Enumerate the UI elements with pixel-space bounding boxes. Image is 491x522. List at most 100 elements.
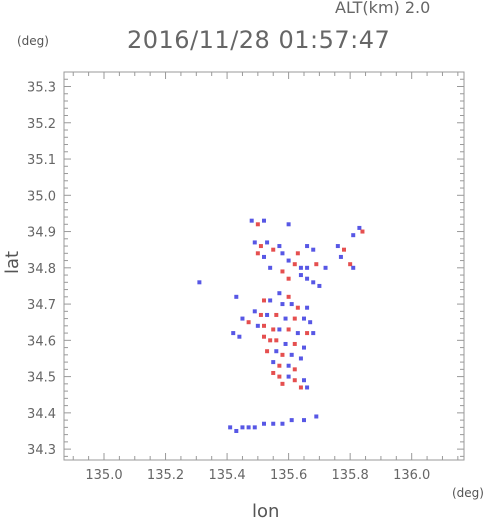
data-point	[280, 251, 285, 256]
data-point	[286, 363, 291, 368]
data-point	[252, 309, 257, 314]
x-axis-title: lon	[252, 501, 280, 522]
data-point	[283, 341, 288, 346]
data-point	[258, 244, 263, 249]
data-point	[314, 414, 319, 419]
data-point	[234, 428, 239, 433]
data-point	[277, 327, 282, 332]
y-tick-label: 34.4	[27, 407, 56, 422]
data-point	[246, 320, 251, 325]
data-point	[274, 349, 279, 354]
data-point	[231, 331, 236, 336]
data-point	[348, 262, 353, 267]
data-point	[262, 298, 266, 303]
data-point	[295, 305, 300, 310]
data-point	[280, 352, 285, 357]
y-tick-label: 34.3	[27, 443, 56, 458]
y-tick-label: 35.0	[27, 189, 56, 204]
data-point	[280, 302, 285, 307]
x-tick-label: 135.8	[332, 468, 369, 483]
x-axis-unit: (deg)	[452, 486, 484, 500]
data-point	[302, 316, 306, 321]
data-point	[258, 312, 263, 317]
data-point	[323, 265, 328, 270]
data-point	[292, 316, 297, 321]
data-point	[249, 218, 254, 223]
data-point	[317, 283, 322, 288]
data-point	[271, 327, 276, 332]
y-axis-unit: (deg)	[17, 34, 49, 48]
data-point	[286, 222, 291, 227]
data-point	[298, 265, 303, 270]
data-point	[302, 418, 306, 423]
data-point	[295, 251, 300, 256]
data-point	[268, 265, 273, 270]
data-point	[265, 240, 270, 245]
x-tick-label: 135.4	[208, 468, 245, 483]
data-point	[228, 425, 233, 430]
data-point	[280, 381, 285, 386]
data-point	[262, 254, 266, 259]
plot-frame	[63, 71, 465, 461]
y-tick-label: 34.9	[27, 226, 56, 241]
data-point	[277, 291, 282, 296]
data-point	[277, 244, 282, 249]
data-point	[252, 425, 257, 430]
data-point	[271, 360, 276, 365]
data-point	[342, 247, 346, 252]
data-point	[360, 229, 365, 234]
data-point	[271, 421, 276, 426]
data-point	[197, 280, 202, 285]
data-point	[305, 385, 310, 390]
data-point	[268, 298, 273, 303]
data-point	[302, 378, 306, 383]
data-point	[271, 247, 276, 252]
data-point	[280, 269, 285, 274]
data-point	[286, 258, 291, 263]
data-point	[286, 374, 291, 379]
data-point	[305, 265, 310, 270]
data-point	[277, 374, 282, 379]
data-point	[292, 262, 297, 267]
data-point	[240, 425, 245, 430]
data-point	[255, 251, 260, 256]
data-point	[357, 225, 362, 230]
data-point	[292, 341, 297, 346]
data-point	[286, 276, 291, 281]
y-tick-label: 35.3	[27, 81, 56, 96]
y-tick-label: 34.8	[27, 262, 56, 277]
data-point	[262, 323, 266, 328]
data-point	[338, 254, 343, 259]
data-point	[255, 323, 260, 328]
timestamp-title: 2016/11/28 01:57:47	[127, 26, 391, 54]
data-point	[274, 312, 279, 317]
data-point	[262, 334, 266, 339]
data-point	[314, 262, 319, 267]
data-point	[289, 352, 294, 357]
data-point	[234, 294, 239, 299]
data-point	[311, 247, 316, 252]
data-point	[305, 331, 310, 336]
data-point	[305, 276, 310, 281]
y-tick-label: 35.1	[27, 153, 56, 168]
x-tick-label: 136.0	[393, 468, 430, 483]
data-point	[262, 421, 266, 426]
altitude-label: ALT(km) 2.0	[335, 0, 431, 17]
x-tick-label: 135.0	[85, 468, 122, 483]
data-point	[252, 240, 257, 245]
y-tick-label: 34.7	[27, 298, 56, 313]
data-point	[311, 331, 316, 336]
data-point	[295, 331, 300, 336]
data-point	[274, 338, 279, 343]
data-point	[292, 378, 297, 383]
x-tick-label: 135.2	[147, 468, 184, 483]
data-point	[265, 349, 270, 354]
y-tick-label: 34.5	[27, 371, 56, 386]
data-point	[286, 294, 291, 299]
data-point	[255, 222, 260, 227]
data-point	[298, 273, 303, 278]
data-point	[283, 316, 288, 321]
data-point	[298, 385, 303, 390]
data-point	[289, 418, 294, 423]
